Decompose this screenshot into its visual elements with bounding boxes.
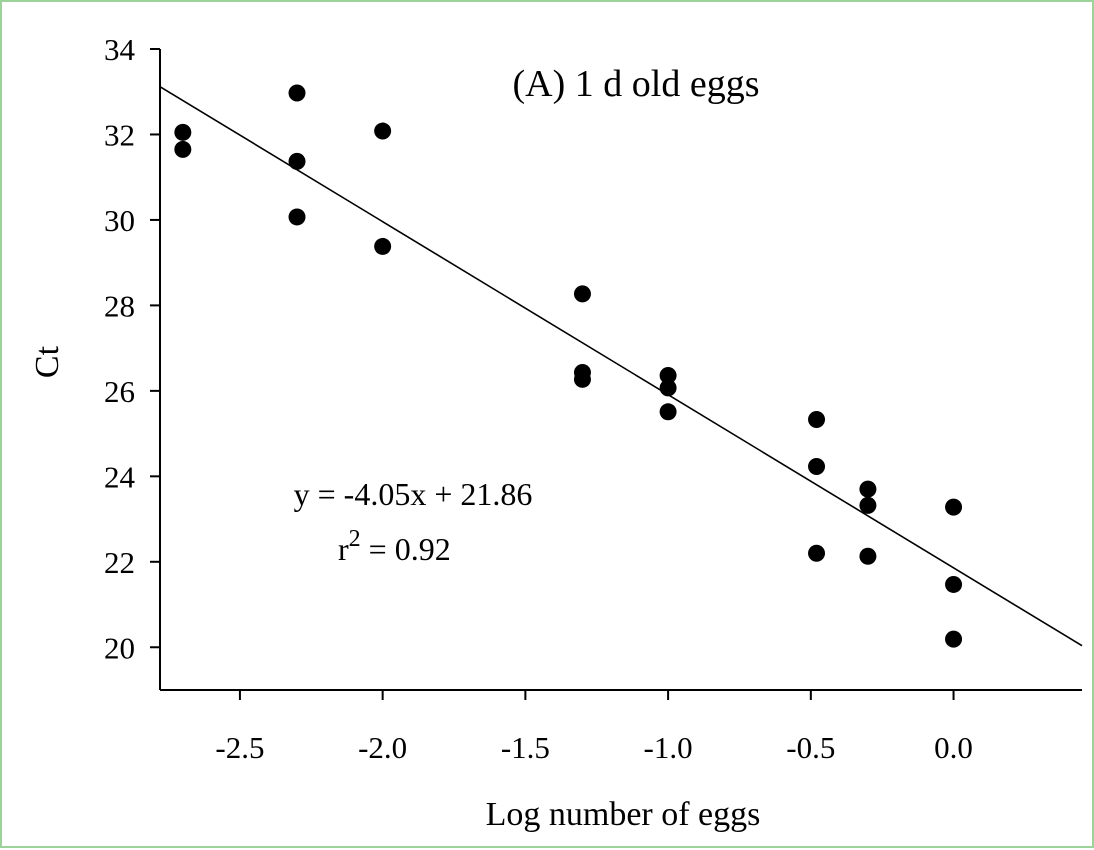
- data-point: [945, 630, 963, 648]
- x-tick-label: -1.5: [501, 730, 550, 765]
- data-point: [659, 366, 677, 384]
- data-point: [808, 544, 826, 562]
- data-point: [288, 84, 306, 102]
- y-tick-label: 24: [104, 459, 136, 494]
- data-point: [945, 498, 963, 516]
- y-axis-title: Ct: [29, 345, 66, 378]
- r-squared-exponent: 2: [349, 526, 361, 552]
- data-point: [859, 480, 877, 498]
- regression-equation: y = -4.05x + 21.86: [294, 476, 533, 512]
- y-tick-label: 26: [104, 374, 135, 409]
- data-point: [288, 208, 306, 226]
- data-point: [659, 379, 677, 397]
- data-point: [659, 403, 677, 421]
- data-points: [174, 84, 963, 648]
- r-squared-label: r2 = 0.92: [338, 526, 451, 567]
- data-point: [573, 370, 591, 388]
- x-tick-label: -1.0: [644, 730, 693, 765]
- data-point: [808, 458, 826, 476]
- data-point: [374, 122, 392, 140]
- x-axis-title: Log number of eggs: [486, 796, 761, 833]
- data-point: [174, 123, 192, 141]
- data-point: [374, 237, 392, 255]
- y-tick-label: 32: [104, 117, 135, 152]
- r-squared-value: = 0.92: [361, 531, 451, 567]
- y-tick-label: 22: [104, 545, 135, 580]
- data-point: [174, 140, 192, 158]
- x-tick-label: -2.5: [215, 730, 264, 765]
- y-tick-label: 30: [104, 203, 135, 238]
- data-point: [945, 575, 963, 593]
- x-tick-label: 0.0: [934, 730, 973, 765]
- y-tick-label: 34: [104, 32, 136, 67]
- y-tick-label: 20: [104, 630, 135, 665]
- data-point: [859, 547, 877, 565]
- chart-title: (A) 1 d old eggs: [513, 63, 760, 105]
- data-point: [288, 152, 306, 170]
- axes: -2.5 -2.0 -1.5 -1.0 -0.5 0.0 20 22 24 26 28 30 32 34: [104, 32, 1082, 765]
- x-tick-label: -2.0: [358, 730, 407, 765]
- x-tick-label: -0.5: [786, 730, 835, 765]
- data-point: [573, 285, 591, 303]
- y-tick-label: 28: [104, 288, 135, 323]
- data-point: [808, 410, 826, 428]
- y-ticks: 20 22 24 26 28 30 32 34: [104, 32, 160, 665]
- x-ticks: -2.5 -2.0 -1.5 -1.0 -0.5 0.0: [215, 690, 973, 765]
- r-squared-base: r: [338, 531, 349, 567]
- data-point: [859, 496, 877, 514]
- regression-line: [159, 85, 1083, 647]
